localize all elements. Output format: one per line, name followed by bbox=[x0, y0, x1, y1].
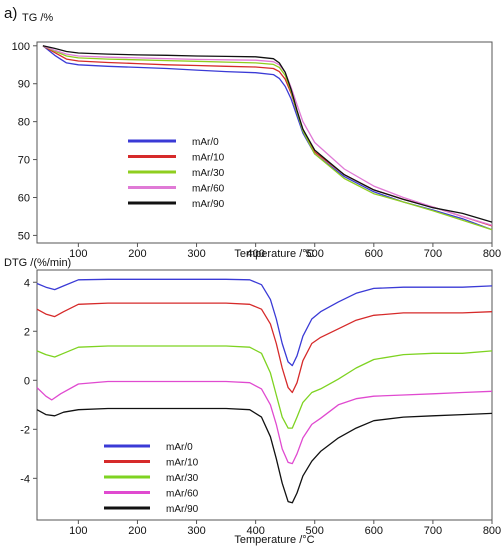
dtg-y-tick-label: 0 bbox=[24, 375, 30, 387]
dtg-x-tick-label: 300 bbox=[187, 525, 205, 537]
dtg-x-axis-label: Temperature /°C bbox=[234, 534, 314, 546]
tg-legend-label: mAr/30 bbox=[192, 168, 225, 179]
tg-series-line bbox=[42, 45, 493, 226]
tg-x-tick-label: 500 bbox=[306, 248, 324, 260]
dtg-x-tick-label: 100 bbox=[69, 525, 87, 537]
dtg-legend-label: mAr/30 bbox=[166, 473, 199, 484]
dtg-legend-label: mAr/10 bbox=[166, 458, 199, 469]
tg-x-tick-label: 200 bbox=[128, 248, 146, 260]
panel-label: a) bbox=[4, 5, 17, 22]
tg-y-tick-label: 100 bbox=[12, 41, 30, 53]
tg-x-tick-label: 300 bbox=[187, 248, 205, 260]
tg-y-tick-label: 90 bbox=[18, 79, 30, 91]
dtg-y-axis-label: DTG /(%/min) bbox=[4, 257, 71, 269]
dtg-y-tick-label: 4 bbox=[24, 277, 30, 289]
dtg-series-line bbox=[36, 345, 493, 429]
dtg-legend-label: mAr/60 bbox=[166, 489, 199, 500]
tg-legend-label: mAr/90 bbox=[192, 199, 225, 210]
dtg-x-tick-label: 700 bbox=[424, 525, 442, 537]
tg-y-tick-label: 70 bbox=[18, 155, 30, 167]
dtg-x-tick-label: 800 bbox=[483, 525, 501, 537]
dtg-x-tick-label: 400 bbox=[246, 525, 264, 537]
tg-y-tick-label: 50 bbox=[18, 230, 30, 242]
dtg-chart: 100 200 300 400 500 600 700 800 4 2 0 -2 -4 DTG /(%/m… bbox=[4, 257, 501, 546]
tg-x-tick-label: 800 bbox=[483, 248, 501, 260]
tg-x-tick-label: 400 bbox=[246, 248, 264, 260]
dtg-series-line bbox=[36, 302, 493, 394]
tg-series-line bbox=[42, 45, 493, 231]
tg-series-line bbox=[42, 45, 493, 227]
dtg-x-tick-label: 200 bbox=[128, 525, 146, 537]
dtg-x-tick-label: 500 bbox=[306, 525, 324, 537]
dtg-y-tick-label: 2 bbox=[24, 326, 30, 338]
tg-y-axis-label: TG /% bbox=[22, 12, 53, 24]
dtg-x-tick-label: 600 bbox=[365, 525, 383, 537]
tg-plot-frame bbox=[36, 41, 493, 244]
tg-legend-label: mAr/10 bbox=[192, 153, 225, 164]
dtg-plot-frame bbox=[36, 269, 493, 521]
tg-x-tick-label: 600 bbox=[365, 248, 383, 260]
dtg-y-tick-label: -2 bbox=[20, 424, 30, 436]
dtg-y-tick-label: -4 bbox=[20, 473, 30, 485]
tg-y-tick-label: 80 bbox=[18, 117, 30, 129]
tg-y-tick-label: 60 bbox=[18, 192, 30, 204]
tg-series-line bbox=[42, 45, 493, 231]
tg-chart: 100 200 300 400 500 600 700 800 50 60 70 80 90 100 TG … bbox=[12, 12, 502, 260]
dtg-legend-label: mAr/90 bbox=[166, 504, 199, 515]
dtg-series-line bbox=[36, 380, 493, 465]
tg-x-tick-label: 100 bbox=[69, 248, 87, 260]
dtg-series-line bbox=[36, 407, 493, 504]
tg-legend-label: mAr/0 bbox=[192, 137, 219, 148]
dtg-legend-label: mAr/0 bbox=[166, 442, 193, 453]
tg-legend-label: mAr/60 bbox=[192, 184, 225, 195]
tg-x-axis-label: Temperature /°C bbox=[234, 248, 314, 260]
tg-series-line bbox=[42, 45, 493, 223]
dtg-series-line bbox=[36, 278, 493, 367]
tg-x-tick-label: 700 bbox=[424, 248, 442, 260]
